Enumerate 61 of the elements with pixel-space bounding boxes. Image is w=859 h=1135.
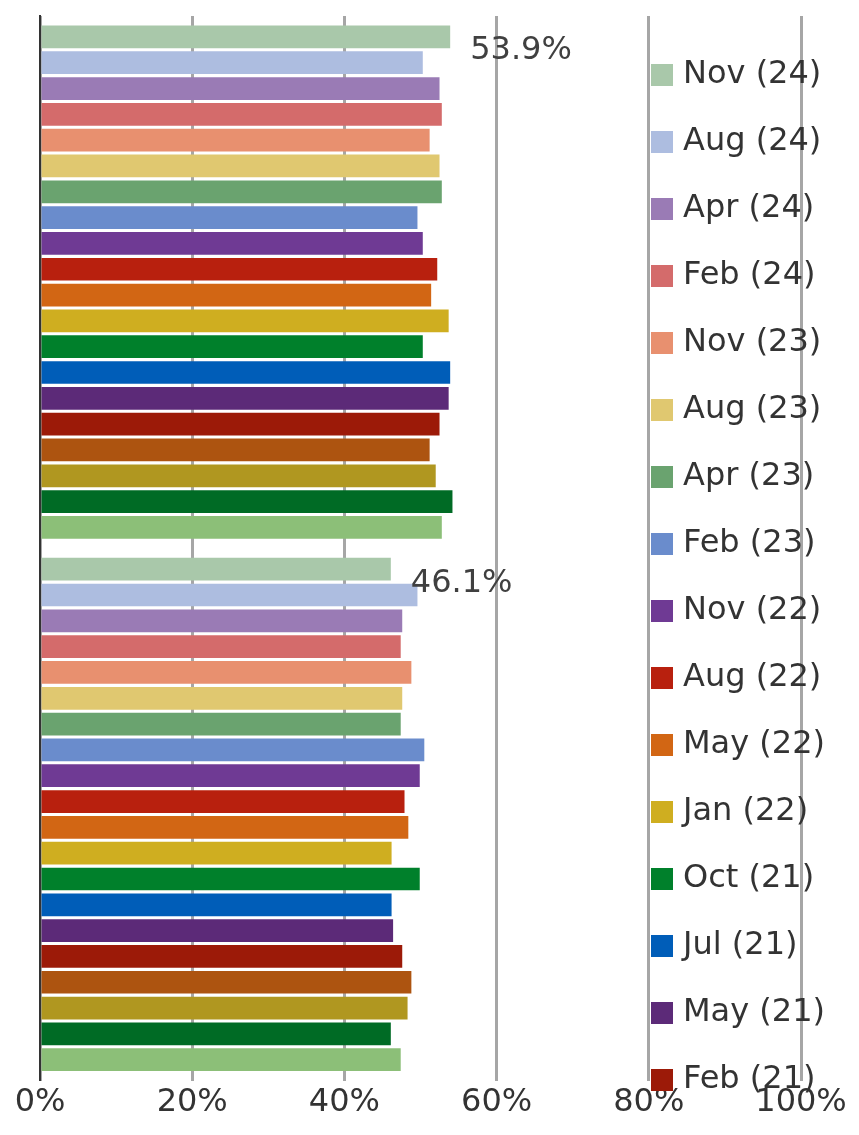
legend-label: Nov (22) <box>683 589 822 628</box>
bar <box>41 412 440 436</box>
legend-label: May (21) <box>683 991 826 1030</box>
bar <box>41 661 412 684</box>
bar <box>41 1022 391 1046</box>
bar <box>41 464 436 488</box>
bar <box>41 764 420 788</box>
bar <box>41 867 420 891</box>
legend-label: Apr (23) <box>683 455 815 494</box>
bar <box>41 180 442 204</box>
legend-label: Apr (24) <box>683 187 815 226</box>
bar <box>41 609 403 633</box>
bar <box>41 516 442 539</box>
bar <box>41 686 403 710</box>
bar <box>41 361 451 384</box>
x-tick-label: 40% <box>308 1081 380 1120</box>
bar <box>41 893 392 917</box>
bar <box>41 919 394 942</box>
bar <box>41 635 401 658</box>
bar <box>41 102 442 126</box>
bar <box>41 438 430 462</box>
bar <box>41 154 440 178</box>
bar <box>41 335 423 359</box>
bar <box>41 309 449 333</box>
data-label: 46.1% <box>410 561 513 600</box>
x-tick-label: 60% <box>461 1081 533 1120</box>
bar <box>41 128 430 152</box>
bar <box>41 790 405 813</box>
legend-label: Jul (21) <box>681 924 798 963</box>
bar <box>41 206 418 229</box>
bar <box>41 51 423 75</box>
bar <box>41 283 432 307</box>
bar <box>41 232 423 255</box>
legend-label: Nov (23) <box>683 321 822 360</box>
legend-label: Feb (24) <box>683 254 816 293</box>
legend-label: May (22) <box>683 723 826 762</box>
bar <box>41 257 438 281</box>
legend-label: Nov (24) <box>683 53 822 92</box>
legend-label: Aug (23) <box>683 388 822 427</box>
legend-label: Jan (22) <box>681 790 809 829</box>
bar <box>41 816 409 839</box>
bar <box>41 945 403 968</box>
bar <box>41 738 425 762</box>
bar <box>41 712 401 736</box>
x-tick-label: 20% <box>156 1081 228 1120</box>
data-label: 53.9% <box>470 29 572 68</box>
bar <box>41 386 449 410</box>
x-tick-label: 80% <box>613 1081 685 1120</box>
bar <box>41 1048 401 1072</box>
legend-label: Oct (21) <box>683 857 815 896</box>
bar <box>41 841 392 865</box>
bar <box>41 25 451 49</box>
x-tick-label: 0% <box>14 1081 66 1120</box>
bar <box>41 490 453 513</box>
legend-label: Aug (24) <box>683 120 822 159</box>
bar <box>41 77 440 100</box>
bar <box>41 970 412 994</box>
bar <box>41 996 408 1020</box>
legend-label: Feb (23) <box>683 522 816 561</box>
bar <box>41 557 391 581</box>
legend-label: Aug (22) <box>683 656 822 695</box>
